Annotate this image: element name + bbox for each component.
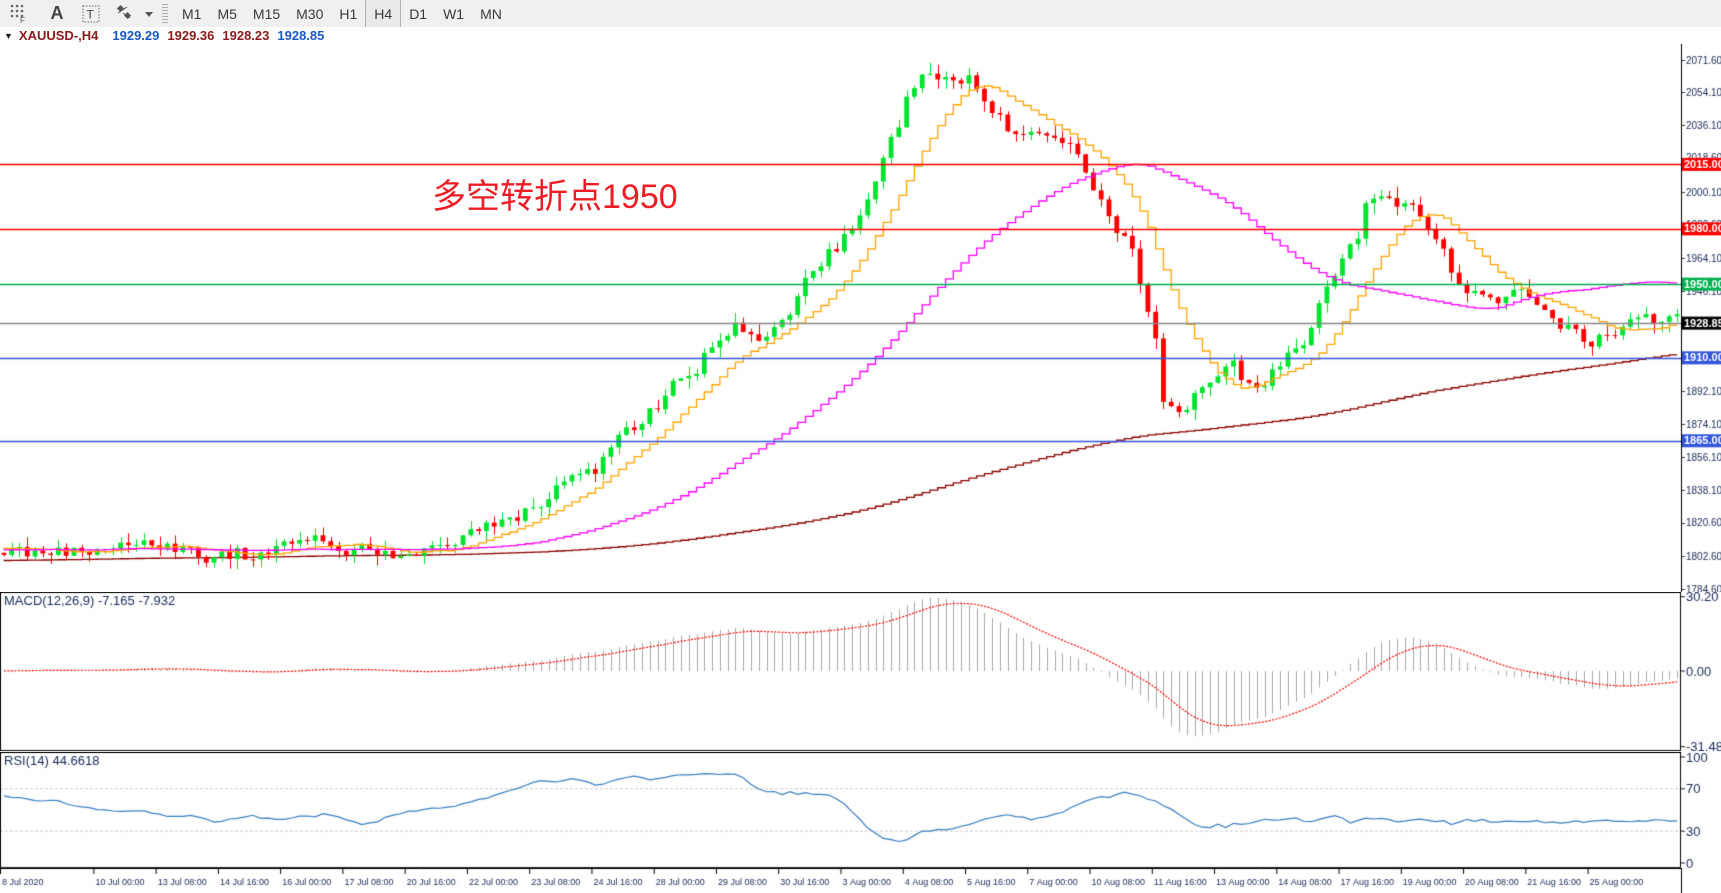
svg-text:F: F [20,16,25,24]
svg-text:T: T [87,7,95,21]
